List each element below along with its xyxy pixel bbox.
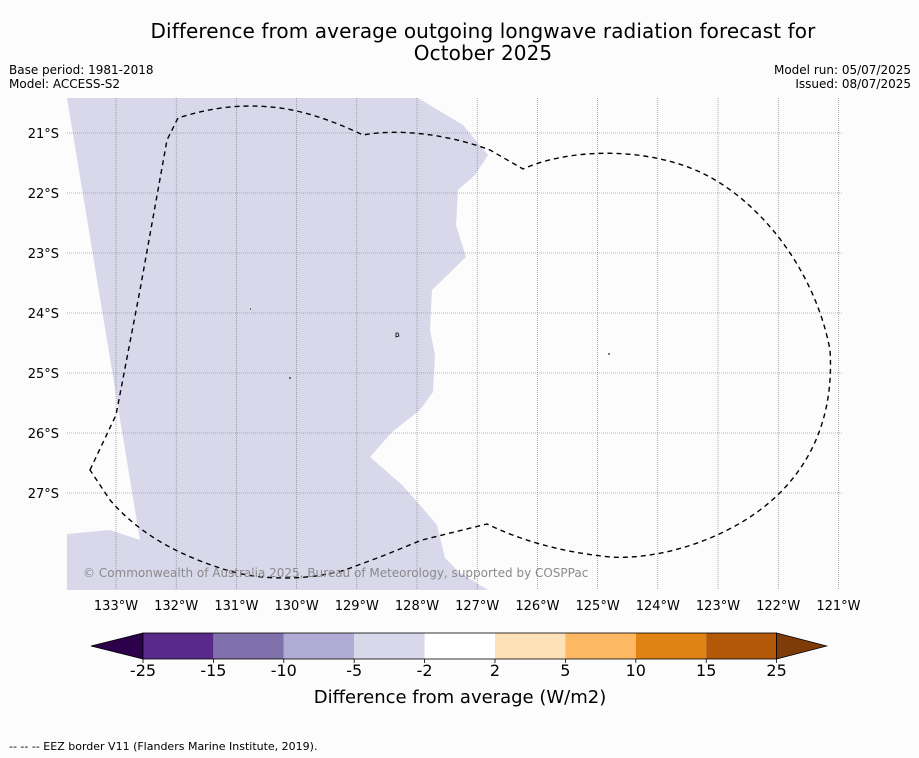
colorbar-segment (635, 633, 707, 659)
island-outline (395, 332, 400, 338)
title-line-1: Difference from average outgoing longwav… (150, 19, 816, 43)
longitude-label: 122°W (756, 599, 800, 614)
colorbar-tick-label: -2 (417, 661, 433, 680)
colorbar-segment (706, 633, 777, 659)
colorbar-tick-label: 2 (490, 661, 500, 680)
eez-border-line (89, 105, 832, 579)
model-run-text: Model run: 05/07/2025 (773, 63, 911, 77)
colorbar-tick-label: 5 (560, 661, 570, 680)
colorbar-over-arrow (776, 632, 829, 660)
eez-footnote: -- -- -- EEZ border V11 (Flanders Marine… (9, 740, 318, 753)
longitude-label: 127°W (455, 599, 499, 614)
colorbar-frame (142, 632, 777, 660)
longitude-labels: 133°W 132°W 131°W 130°W 129°W 128°W 127°W 126°W… (94, 599, 861, 614)
model-text: Model: ACCESS-S2 (9, 77, 121, 91)
colorbar-tick-label: -25 (130, 661, 156, 680)
colorbar-segment (354, 633, 425, 659)
longitude-label: 125°W (576, 599, 620, 614)
colorbar-tick-label: 25 (766, 661, 786, 680)
colorbar-segment (283, 633, 355, 659)
longitude-label: 129°W (335, 599, 379, 614)
longitude-label: 133°W (94, 599, 138, 614)
longitude-label: 131°W (214, 599, 258, 614)
colorbar-segment (565, 633, 636, 659)
figure-title: Difference from average outgoing longwav… (140, 20, 826, 64)
colorbar-tick-label: 15 (696, 661, 716, 680)
longitude-label: 132°W (154, 599, 198, 614)
longitude-label: 123°W (696, 599, 740, 614)
latitude-labels: 21°S 22°S 23°S 24°S 25°S 26°S 27°S (28, 127, 59, 502)
colorbar-tick-label: -10 (271, 661, 297, 680)
graticule (67, 98, 843, 590)
latitude-label: 26°S (28, 427, 59, 442)
colorbar-segment (143, 633, 214, 659)
latitude-label: 21°S (28, 127, 59, 142)
colorbar-label: Difference from average (W/m2) (314, 687, 606, 708)
colorbar-under-arrow (90, 632, 144, 660)
latitude-label: 22°S (28, 187, 59, 202)
longitude-label: 124°W (636, 599, 680, 614)
title-line-2: October 2025 (413, 41, 553, 65)
colorbar-segment (213, 633, 284, 659)
latitude-label: 25°S (28, 367, 59, 382)
map-area: © Commonwealth of Australia 2025, Bureau… (67, 98, 843, 590)
base-period-text: Base period: 1981-2018 (9, 63, 154, 77)
copyright-text: © Commonwealth of Australia 2025, Bureau… (83, 566, 588, 580)
longitude-label: 126°W (515, 599, 559, 614)
meta-right: Model run: 05/07/2025 Issued: 08/07/2025 (774, 63, 911, 91)
latitude-label: 24°S (28, 307, 59, 322)
latitude-label: 27°S (28, 487, 59, 502)
colorbar-segment (424, 633, 495, 659)
colorbar-tick-label: -15 (200, 661, 226, 680)
meta-left: Base period: 1981-2018 Model: ACCESS-S2 (9, 63, 154, 91)
longitude-label: 121°W (816, 599, 860, 614)
colorbar: -25 -15 -10 -5 -2 2 5 10 15 25 (90, 632, 829, 680)
anomaly-fill-region (67, 98, 488, 590)
colorbar-tick-label: 10 (626, 661, 646, 680)
latitude-label: 23°S (28, 247, 59, 262)
colorbar-tick-label: -5 (346, 661, 362, 680)
longitude-label: 128°W (395, 599, 439, 614)
issued-text: Issued: 08/07/2025 (795, 77, 911, 91)
colorbar-segment (495, 633, 566, 659)
longitude-label: 130°W (275, 599, 319, 614)
